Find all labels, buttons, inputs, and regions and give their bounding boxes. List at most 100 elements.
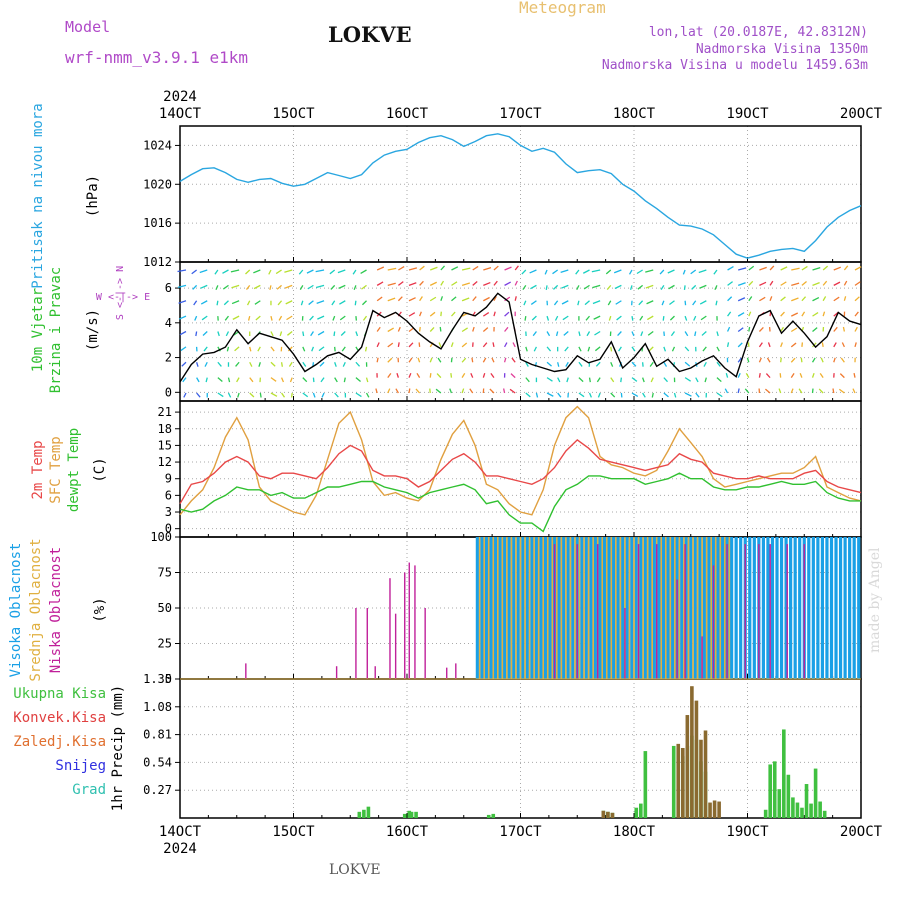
mid-cloud-bar (592, 537, 594, 679)
wind-arrow (308, 300, 314, 306)
precip-legend-item: Konvek.Kisa (13, 710, 106, 726)
wind-arrow (578, 377, 584, 383)
wind-arrow (780, 342, 783, 348)
wind-arrow (801, 311, 806, 317)
y-tick-label: 0 (165, 385, 172, 399)
x-tick-label-bottom: 14OCT (159, 824, 202, 840)
high-cloud-bar (798, 537, 802, 679)
wind-arrow (343, 377, 346, 383)
high-cloud-bar (557, 537, 561, 679)
wind-arrow (838, 388, 845, 394)
wind-arrow (716, 331, 719, 337)
precip-legend-item: Ukupna Kisa (13, 686, 106, 702)
wind-arrow (631, 316, 634, 321)
wind-arrow (695, 377, 699, 383)
wind-arrow (778, 388, 782, 394)
mid-cloud-bar (619, 537, 622, 679)
wind-arrow (631, 361, 637, 367)
convective-rain-bar (708, 802, 712, 818)
wind-arrow (535, 392, 539, 398)
low-cloud-bar (656, 544, 658, 679)
wind-arrow (578, 331, 581, 337)
low-cloud-bar (684, 544, 686, 679)
y-tick-label: 6 (165, 281, 172, 295)
wind-arrow (235, 361, 240, 367)
high-cloud-bar (789, 537, 793, 679)
wind-arrow (289, 377, 293, 383)
wind-arrow (225, 331, 230, 337)
high-cloud-bar (702, 537, 706, 679)
wind-arrow (387, 282, 396, 287)
wind-arrow (472, 265, 479, 271)
wind-arrow (430, 266, 438, 271)
wind-arrow (315, 284, 325, 289)
wind-arrow (396, 372, 400, 378)
wind-arrow (597, 392, 601, 398)
wind-arrow (397, 326, 401, 332)
wind-arrow (329, 269, 336, 275)
wind-arrow (769, 280, 774, 286)
wind-arrow (504, 266, 512, 271)
wind-arrow (833, 296, 840, 302)
mid-cloud-bar (565, 537, 567, 679)
high-cloud-bar (580, 537, 584, 679)
wind-compass-ns: S <-|-> N (115, 266, 126, 320)
wind-arrow (684, 346, 690, 352)
mid-cloud-bar (724, 537, 726, 679)
wind-arrow (302, 361, 307, 367)
wind-arrow (417, 357, 421, 363)
high-cloud-bar (843, 537, 847, 679)
wind-arrow (309, 315, 314, 321)
high-cloud-bar (598, 537, 602, 679)
wind-arrow (716, 377, 722, 383)
wind-arrow (338, 284, 346, 289)
wind-arrow (331, 300, 336, 306)
wind-arrow (234, 346, 240, 352)
mid-cloud-bar (646, 537, 649, 679)
mid-cloud-bar (578, 537, 581, 679)
low-cloud-bar (424, 608, 426, 679)
wind-arrow (268, 269, 272, 275)
wind-arrow (199, 269, 208, 274)
wind-arrow (608, 315, 612, 321)
high-cloud-bar (493, 537, 498, 679)
wind-arrow (659, 269, 665, 275)
model-elevation-label: Nadmorska Visina u modelu 1459.63m (601, 58, 868, 73)
y-tick-label: 9 (165, 472, 172, 486)
high-cloud-bar (607, 537, 611, 679)
wind-arrow (279, 331, 283, 337)
wind-arrow (578, 392, 585, 398)
wind-arrow (682, 269, 686, 275)
wind-arrow (214, 269, 219, 275)
low-cloud-bar (637, 544, 640, 679)
wind-arrow (204, 361, 208, 367)
wind-arrow (364, 346, 368, 352)
wind-arrow (610, 361, 614, 367)
wind-arrow (387, 342, 394, 348)
x-tick-label-bottom: 19OCT (726, 824, 769, 840)
wind-arrow (701, 331, 707, 336)
wind-arrow (790, 357, 796, 363)
wind-arrow (429, 311, 436, 317)
wind-arrow (217, 392, 224, 398)
wind-arrow (514, 296, 517, 301)
wind-arrow (316, 300, 325, 304)
wind-arrow (663, 361, 668, 367)
wind-arrow (408, 388, 411, 394)
wind-arrow (196, 392, 201, 398)
mid-cloud-bar (651, 537, 653, 679)
total-rain-bar (643, 751, 648, 818)
total-rain-bar (357, 811, 362, 818)
wind-arrow (745, 372, 750, 378)
wind-arrow (595, 361, 601, 367)
high-cloud-bar (489, 537, 493, 679)
x-tick-label-top: 19OCT (726, 106, 769, 122)
low-cloud-bar (553, 544, 556, 679)
total-rain-bar (763, 809, 768, 818)
wind-arrow (704, 377, 707, 383)
total-rain-bar (634, 807, 639, 818)
mid-cloud-bar (660, 537, 663, 679)
high-cloud-bar (748, 537, 752, 679)
high-cloud-bar (566, 537, 570, 679)
low-cloud-bar (394, 613, 397, 679)
